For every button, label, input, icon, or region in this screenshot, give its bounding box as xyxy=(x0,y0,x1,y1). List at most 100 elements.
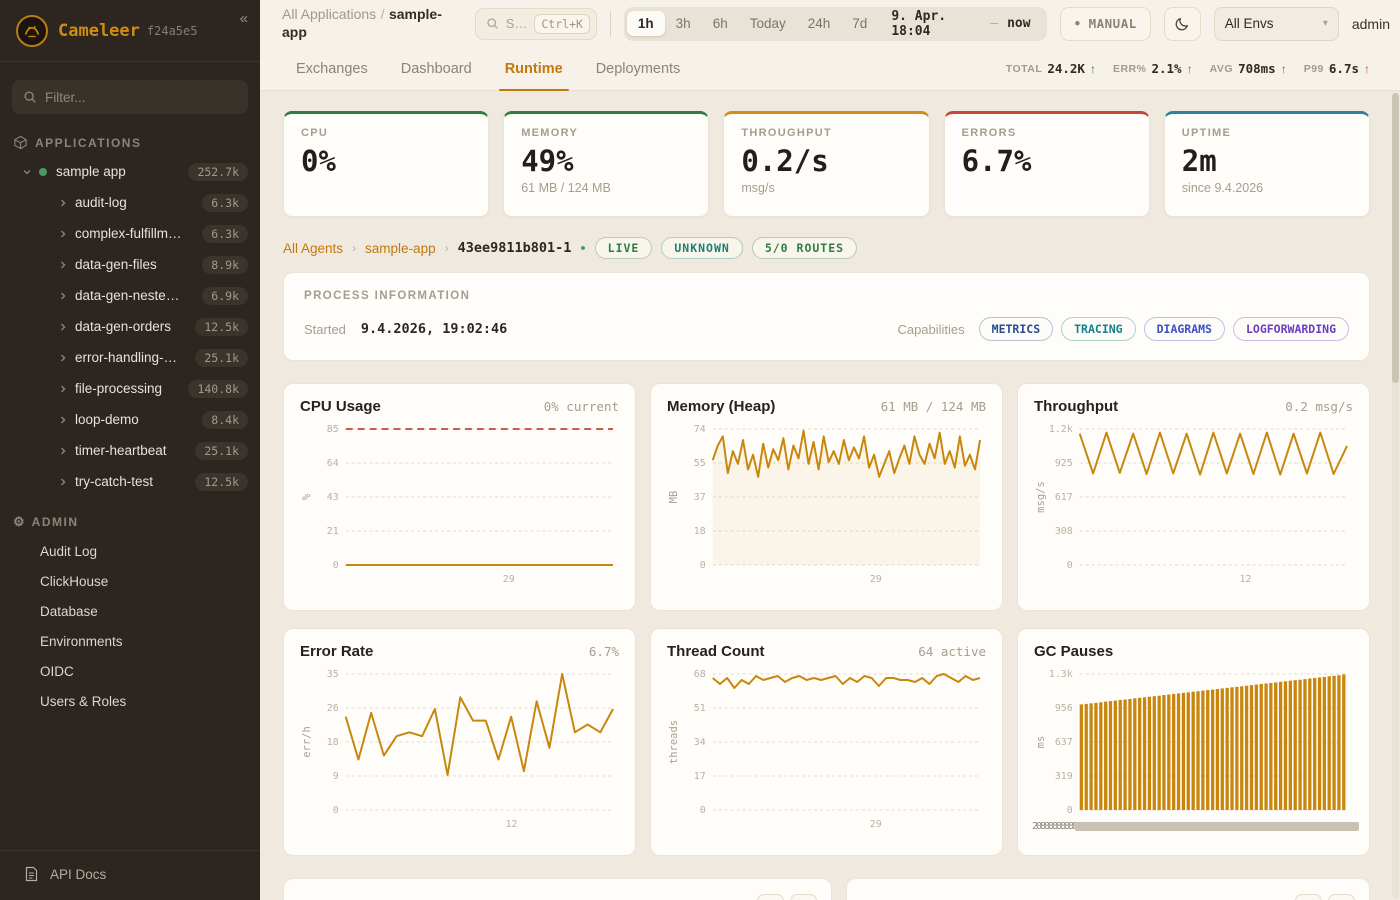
svg-text:0: 0 xyxy=(700,560,706,571)
sidebar-item-route[interactable]: complex-fulfillm… 6.3k xyxy=(0,218,260,249)
started-label: Started xyxy=(304,321,346,337)
svg-text:17: 17 xyxy=(694,771,706,782)
search-icon xyxy=(24,91,36,103)
agent-app-link[interactable]: sample-app xyxy=(365,240,436,256)
time-range-7d[interactable]: 7d xyxy=(852,16,868,31)
capability-pill-diagrams: DIAGRAMS xyxy=(1143,317,1225,341)
sidebar-item-route[interactable]: data-gen-files 8.9k xyxy=(0,249,260,280)
capability-pill-tracing: TRACING xyxy=(1061,317,1136,341)
application-log-panel: APPLICATION LOG 100 entries ↓ ⟳ xyxy=(283,878,832,900)
agent-breadcrumb: All Agents › sample-app › 43ee9811b801-1… xyxy=(283,237,1370,259)
chevron-right-icon xyxy=(58,353,75,363)
global-search-input[interactable]: S… Ctrl+K xyxy=(474,7,597,40)
environment-select[interactable]: All Envs ▾ xyxy=(1213,6,1339,41)
user-name[interactable]: admin xyxy=(1351,15,1390,32)
time-range-custom[interactable]: 9. Apr. 18:04 – now xyxy=(878,9,1043,39)
chevron-down-icon xyxy=(22,167,39,177)
svg-text:0: 0 xyxy=(333,805,339,816)
sidebar-item-route[interactable]: file-processing 140.8k xyxy=(0,373,260,404)
breadcrumb-root[interactable]: All Applications xyxy=(282,5,377,22)
api-docs-link[interactable]: API Docs xyxy=(0,850,260,900)
sidebar-item-route[interactable]: loop-demo 8.4k xyxy=(0,404,260,435)
tab-dashboard[interactable]: Dashboard xyxy=(400,60,472,77)
download-button[interactable]: ↓ xyxy=(1295,894,1322,900)
summary-stats: TOTAL 24.2K ↑ ERR% 2.1% ↑ AVG 708ms ↑ P99 6.7s ↑ xyxy=(1006,61,1370,76)
chevron-right-icon xyxy=(58,322,75,332)
sidebar-item-route[interactable]: try-catch-test 12.5k xyxy=(0,466,260,497)
svg-text:43: 43 xyxy=(327,492,339,503)
svg-text:85: 85 xyxy=(327,424,339,435)
memory-heap-chart: 74 55 37 18 0 MB 29 xyxy=(668,424,982,585)
svg-text:74: 74 xyxy=(694,424,706,435)
sidebar-item-route[interactable]: error-handling-… 25.1k xyxy=(0,342,260,373)
count-badge: 6.3k xyxy=(202,224,248,243)
svg-text:956: 956 xyxy=(1055,703,1073,714)
capabilities-label: Capabilities xyxy=(897,321,965,337)
sidebar-collapse-icon[interactable]: « xyxy=(239,10,248,27)
metric-card-uptime: UPTIME 2m since 9.4.2026 xyxy=(1163,111,1370,217)
svg-text:29: 29 xyxy=(870,819,882,830)
gc-pauses-chart: 1.3k 956 637 319 0 ms xyxy=(1035,669,1348,816)
time-range-3h[interactable]: 3h xyxy=(675,16,691,31)
cube-icon xyxy=(14,135,27,150)
main-scrollbar[interactable] xyxy=(1392,93,1399,898)
environment-selected: All Envs xyxy=(1224,16,1274,31)
timeline-panel: Timeline 4 events ↓ ⟳ xyxy=(846,878,1370,900)
time-range-1h[interactable]: 1h xyxy=(626,11,665,36)
svg-text:51: 51 xyxy=(694,703,706,714)
sidebar-item-environments[interactable]: Environments xyxy=(40,633,123,649)
theme-toggle-button[interactable] xyxy=(1163,6,1201,41)
sidebar-item-route[interactable]: audit-log 6.3k xyxy=(0,187,260,218)
error-rate-chart: 35 26 18 9 0 err/h 12 xyxy=(301,669,614,830)
capability-pill-metrics: METRICS xyxy=(978,317,1054,341)
manual-refresh-button[interactable]: • MANUAL xyxy=(1059,6,1151,41)
svg-text:68: 68 xyxy=(694,669,706,680)
sidebar-item-audit-log[interactable]: Audit Log xyxy=(40,543,98,559)
agents-root-link[interactable]: All Agents xyxy=(283,240,344,256)
breadcrumb: All Applications / sample-app xyxy=(282,6,462,42)
arrow-up-icon: ↑ xyxy=(1186,61,1193,76)
svg-text:18: 18 xyxy=(327,737,339,748)
svg-text:1.3k: 1.3k xyxy=(1049,669,1073,680)
refresh-button[interactable]: ⟳ xyxy=(790,894,817,900)
count-badge: 8.4k xyxy=(202,410,248,429)
svg-text:37: 37 xyxy=(694,492,706,503)
time-range-24h[interactable]: 24h xyxy=(807,16,831,31)
thread-count-chart: 68 51 34 17 0 threads 29 xyxy=(668,669,981,830)
svg-text:34: 34 xyxy=(694,737,706,748)
download-button[interactable]: ↓ xyxy=(757,894,784,900)
date-dash: – xyxy=(990,16,999,31)
sidebar-item-database[interactable]: Database xyxy=(40,603,98,619)
sidebar: Cameleer f24a5e5 « Filter... APPLICATION… xyxy=(0,0,260,900)
time-range-6h[interactable]: 6h xyxy=(712,16,728,31)
svg-text:35: 35 xyxy=(327,669,339,680)
metric-cards: CPU 0% MEMORY 49% 61 MB / 124 MB THROUGH… xyxy=(283,111,1370,217)
time-range-today[interactable]: Today xyxy=(749,16,786,31)
scrollbar-thumb[interactable] xyxy=(1392,93,1399,383)
filter-placeholder: Filter... xyxy=(45,89,86,105)
time-range-selector: 1h 3h 6h Today 24h 7d 9. Apr. 18:04 – no… xyxy=(623,6,1047,41)
refresh-button[interactable]: ⟳ xyxy=(1328,894,1355,900)
sidebar-item-oidc[interactable]: OIDC xyxy=(40,663,74,679)
tabs-bar: Exchanges Dashboard Runtime Deployments … xyxy=(260,47,1400,91)
sidebar-item-route[interactable]: timer-heartbeat 25.1k xyxy=(0,435,260,466)
tab-exchanges[interactable]: Exchanges xyxy=(296,60,368,77)
sidebar-item-users-roles[interactable]: Users & Roles xyxy=(40,693,127,709)
search-placeholder: S… xyxy=(505,16,528,31)
svg-text:MB: MB xyxy=(668,491,680,504)
sidebar-item-clickhouse[interactable]: ClickHouse xyxy=(40,573,109,589)
tab-runtime[interactable]: Runtime xyxy=(498,47,569,91)
svg-text:0: 0 xyxy=(700,805,706,816)
chevron-right-icon: › xyxy=(352,241,357,255)
date-from: 9. Apr. 18:04 xyxy=(891,8,947,39)
sidebar-filter-input[interactable]: Filter... xyxy=(12,80,248,114)
chart-card-error-rate: Error Rate 6.7% 35 26 18 9 0 err/h 12 xyxy=(283,628,636,856)
metric-card-throughput: THROUGHPUT 0.2/s msg/s xyxy=(723,111,930,217)
sidebar-item-route[interactable]: data-gen-neste… 6.9k xyxy=(0,280,260,311)
chevron-right-icon xyxy=(58,291,75,301)
tab-deployments[interactable]: Deployments xyxy=(595,60,681,77)
chart-card-thread-count: Thread Count 64 active 68 51 34 17 0 threads 29 xyxy=(650,628,1003,856)
sidebar-item-sample-app[interactable]: sample app 252.7k xyxy=(0,156,260,187)
sidebar-item-route[interactable]: data-gen-orders 12.5k xyxy=(0,311,260,342)
stat-avg: AVG 708ms ↑ xyxy=(1209,61,1287,76)
